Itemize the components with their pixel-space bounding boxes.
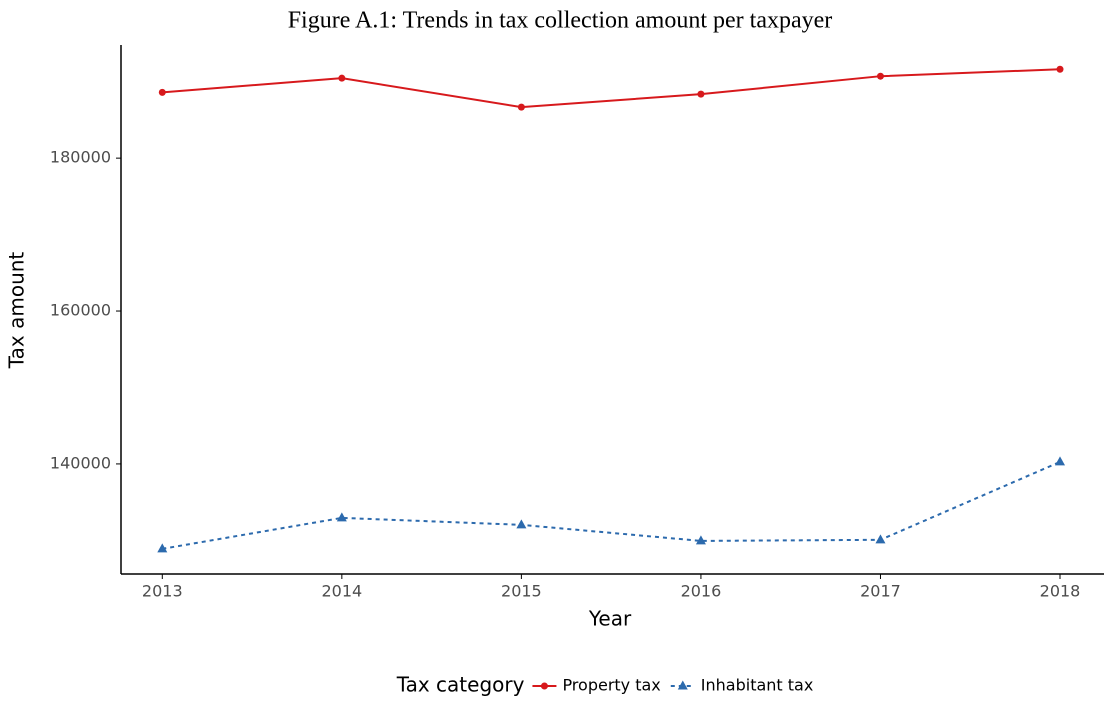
legend-marker bbox=[540, 682, 548, 690]
series-line bbox=[162, 68, 1061, 109]
x-tick-label: 2015 bbox=[501, 582, 542, 601]
x-tick-label: 2013 bbox=[142, 582, 183, 601]
data-point bbox=[875, 534, 886, 544]
chart-title: Figure A.1: Trends in tax collection amo… bbox=[288, 8, 833, 34]
data-point bbox=[516, 519, 527, 529]
legend-title: Tax category bbox=[396, 673, 525, 697]
x-tick-label: 2014 bbox=[321, 582, 362, 601]
x-axis-title: Year bbox=[588, 607, 632, 631]
data-point bbox=[876, 72, 884, 80]
data-point bbox=[336, 512, 347, 522]
data-point bbox=[1056, 65, 1064, 73]
series-line bbox=[162, 461, 1061, 550]
data-point bbox=[157, 543, 168, 553]
x-tick-label: 2017 bbox=[860, 582, 901, 601]
data-point bbox=[338, 74, 346, 82]
data-point bbox=[158, 88, 166, 96]
y-tick-label: 180000 bbox=[50, 148, 111, 167]
data-point bbox=[697, 90, 705, 98]
y-tick-label: 160000 bbox=[50, 301, 111, 320]
y-tick-label: 140000 bbox=[50, 453, 111, 472]
x-tick-label: 2016 bbox=[681, 582, 722, 601]
data-point bbox=[517, 103, 525, 111]
legend-label: Property tax bbox=[562, 676, 660, 695]
data-point bbox=[1055, 456, 1066, 466]
x-tick-label: 2018 bbox=[1040, 582, 1081, 601]
legend-marker bbox=[677, 680, 688, 690]
y-axis-title: Tax amount bbox=[5, 252, 29, 370]
legend-label: Inhabitant tax bbox=[701, 676, 814, 695]
data-point bbox=[695, 535, 706, 545]
